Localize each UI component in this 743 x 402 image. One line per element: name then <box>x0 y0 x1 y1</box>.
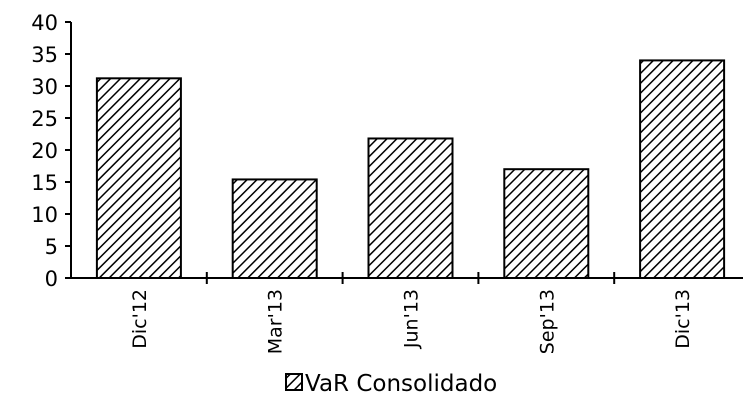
x-tick-label: Jun'13 <box>401 289 423 349</box>
legend: VaR Consolidado <box>285 371 497 397</box>
plot-area: 0 5 10 15 20 25 30 35 40 Dic'12 Mar'13 Jun'13 Sep'13… <box>31 11 743 354</box>
y-tick-label: 25 <box>31 107 58 131</box>
x-tick-label: Dic'12 <box>129 289 151 349</box>
bar <box>503 168 590 279</box>
bar <box>639 59 726 280</box>
legend-swatch <box>285 373 303 391</box>
y-tick-label: 15 <box>31 171 58 195</box>
bar <box>231 178 318 279</box>
y-tick-label: 20 <box>31 139 58 163</box>
x-tick-label: Mar'13 <box>265 289 287 354</box>
y-tick-label: 10 <box>31 203 58 227</box>
x-tick-label: Sep'13 <box>536 289 558 354</box>
y-tick-label: 30 <box>31 75 58 99</box>
y-tick-label: 0 <box>45 267 58 291</box>
x-tick-label: Dic'13 <box>672 289 694 349</box>
y-tick-label: 40 <box>31 11 58 35</box>
bar <box>95 77 182 279</box>
bar <box>367 137 454 279</box>
y-tick-label: 5 <box>45 235 58 259</box>
y-tick-label: 35 <box>31 43 58 67</box>
legend-label: VaR Consolidado <box>305 371 497 397</box>
